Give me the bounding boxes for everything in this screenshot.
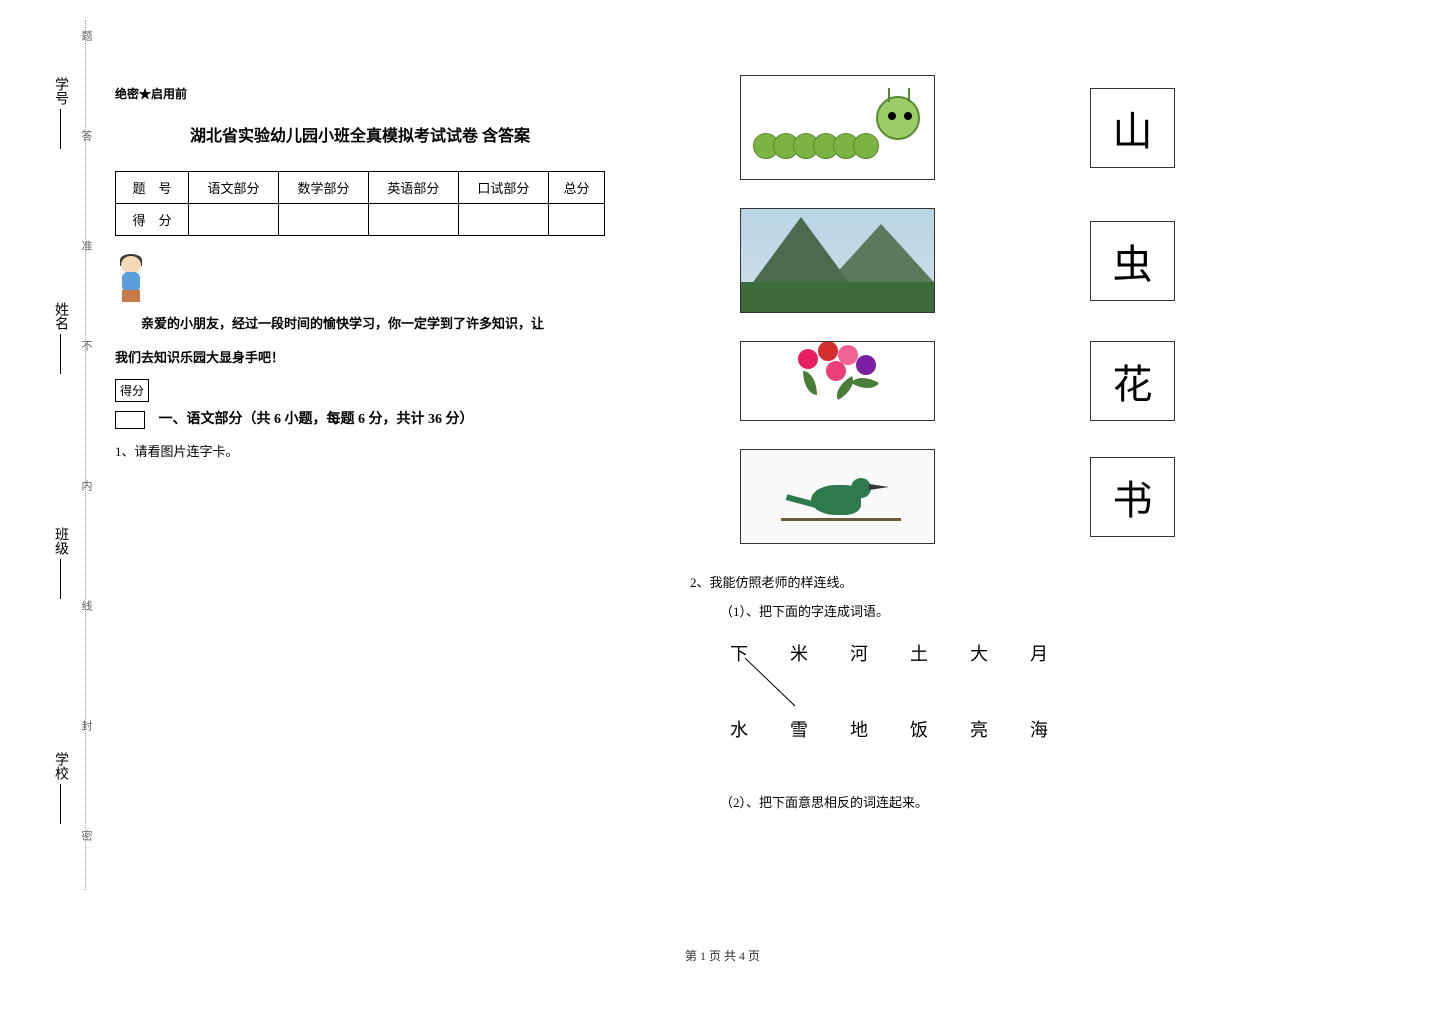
score-box-label: 得分 (115, 379, 149, 402)
seal-marker: 题 (78, 30, 94, 61)
word-connection-grid: 下 米 河 土 大 月 水 雪 地 饭 亮 海 (730, 640, 1390, 742)
label-text: 姓名 (50, 302, 70, 330)
char-item: 饭 (910, 716, 928, 742)
char-item: 雪 (790, 716, 808, 742)
page-footer: 第 1 页 共 4 页 (0, 947, 1445, 964)
char-card-shan: 山 (1090, 88, 1175, 168)
exam-title: 湖北省实验幼儿园小班全真模拟考试试卷 含答案 (115, 122, 605, 146)
score-cell (189, 204, 279, 236)
intro-block: 亲爱的小朋友，经过一段时间的愉快学习，你一定学到了许多知识，让 我们去知识乐园大… (115, 256, 605, 371)
section1-title: 一、语文部分（共 6 小题，每题 6 分，共计 36 分） (159, 412, 474, 427)
mountain-image (740, 208, 935, 313)
seal-marker: 答 (78, 130, 94, 161)
score-entry: 得分 一、语文部分（共 6 小题，每题 6 分，共计 36 分） (115, 379, 605, 429)
th-total: 总分 (548, 172, 604, 204)
intro-line1: 亲爱的小朋友，经过一段时间的愉快学习，你一定学到了许多知识，让 (115, 311, 605, 337)
caterpillar-image (740, 75, 935, 180)
sidebar-name: 姓名 (50, 302, 70, 374)
match-row: 山 (690, 75, 1390, 180)
bird-image (740, 449, 935, 544)
seal-marker: 线 (78, 600, 94, 631)
label-text: 学号 (50, 77, 70, 105)
char-card-chong: 虫 (1090, 221, 1175, 301)
char-item: 土 (910, 640, 928, 666)
score-cell (368, 204, 458, 236)
right-column: 山 虫 (690, 75, 1390, 819)
char-card-shu: 书 (1090, 457, 1175, 537)
question-2: 2、我能仿照老师的样连线。 (690, 572, 1390, 591)
question-2-2: （2）、把下面意思相反的词连起来。 (720, 792, 1390, 811)
score-cell (278, 204, 368, 236)
sidebar-class: 班级 (50, 527, 70, 599)
char-item: 海 (1030, 716, 1048, 742)
th-math: 数学部分 (278, 172, 368, 204)
seal-marker: 不 (78, 340, 94, 371)
question-2-1: （1）、把下面的字连成词语。 (720, 601, 1390, 620)
label-text: 班级 (50, 527, 70, 555)
char-card-hua: 花 (1090, 341, 1175, 421)
match-row: 虫 (690, 208, 1390, 313)
left-column: 绝密★启用前 湖北省实验幼儿园小班全真模拟考试试卷 含答案 题 号 语文部分 数… (115, 85, 605, 470)
char-item: 水 (730, 716, 748, 742)
char-row-top: 下 米 河 土 大 月 (730, 640, 1390, 666)
question-1: 1、请看图片连字卡。 (115, 441, 605, 460)
sidebar-student-id: 学号 (50, 77, 70, 149)
match-row: 书 (690, 449, 1390, 544)
flowers-image (740, 341, 935, 421)
score-cell (548, 204, 604, 236)
char-item: 月 (1030, 640, 1048, 666)
seal-marker: 内 (78, 480, 94, 511)
char-item: 亮 (970, 716, 988, 742)
th-number: 题 号 (116, 172, 189, 204)
seal-marker: 密 (78, 830, 94, 861)
char-row-bottom: 水 雪 地 饭 亮 海 (730, 716, 1390, 742)
intro-line2: 我们去知识乐园大显身手吧！ (115, 345, 605, 371)
char-item: 地 (850, 716, 868, 742)
score-empty-box (115, 411, 145, 429)
sidebar-school: 学校 (50, 752, 70, 824)
th-chinese: 语文部分 (189, 172, 279, 204)
child-icon (115, 256, 150, 306)
example-line-icon (740, 658, 800, 708)
char-item: 大 (970, 640, 988, 666)
row-score-label: 得 分 (116, 204, 189, 236)
label-text: 学校 (50, 752, 70, 780)
seal-marker: 准 (78, 240, 94, 271)
score-cell (458, 204, 548, 236)
seal-marker: 封 (78, 720, 94, 751)
th-oral: 口试部分 (458, 172, 548, 204)
th-english: 英语部分 (368, 172, 458, 204)
char-item: 河 (850, 640, 868, 666)
score-table: 题 号 语文部分 数学部分 英语部分 口试部分 总分 得 分 (115, 171, 605, 236)
confidential-label: 绝密★启用前 (115, 85, 605, 102)
match-row: 花 (690, 341, 1390, 421)
